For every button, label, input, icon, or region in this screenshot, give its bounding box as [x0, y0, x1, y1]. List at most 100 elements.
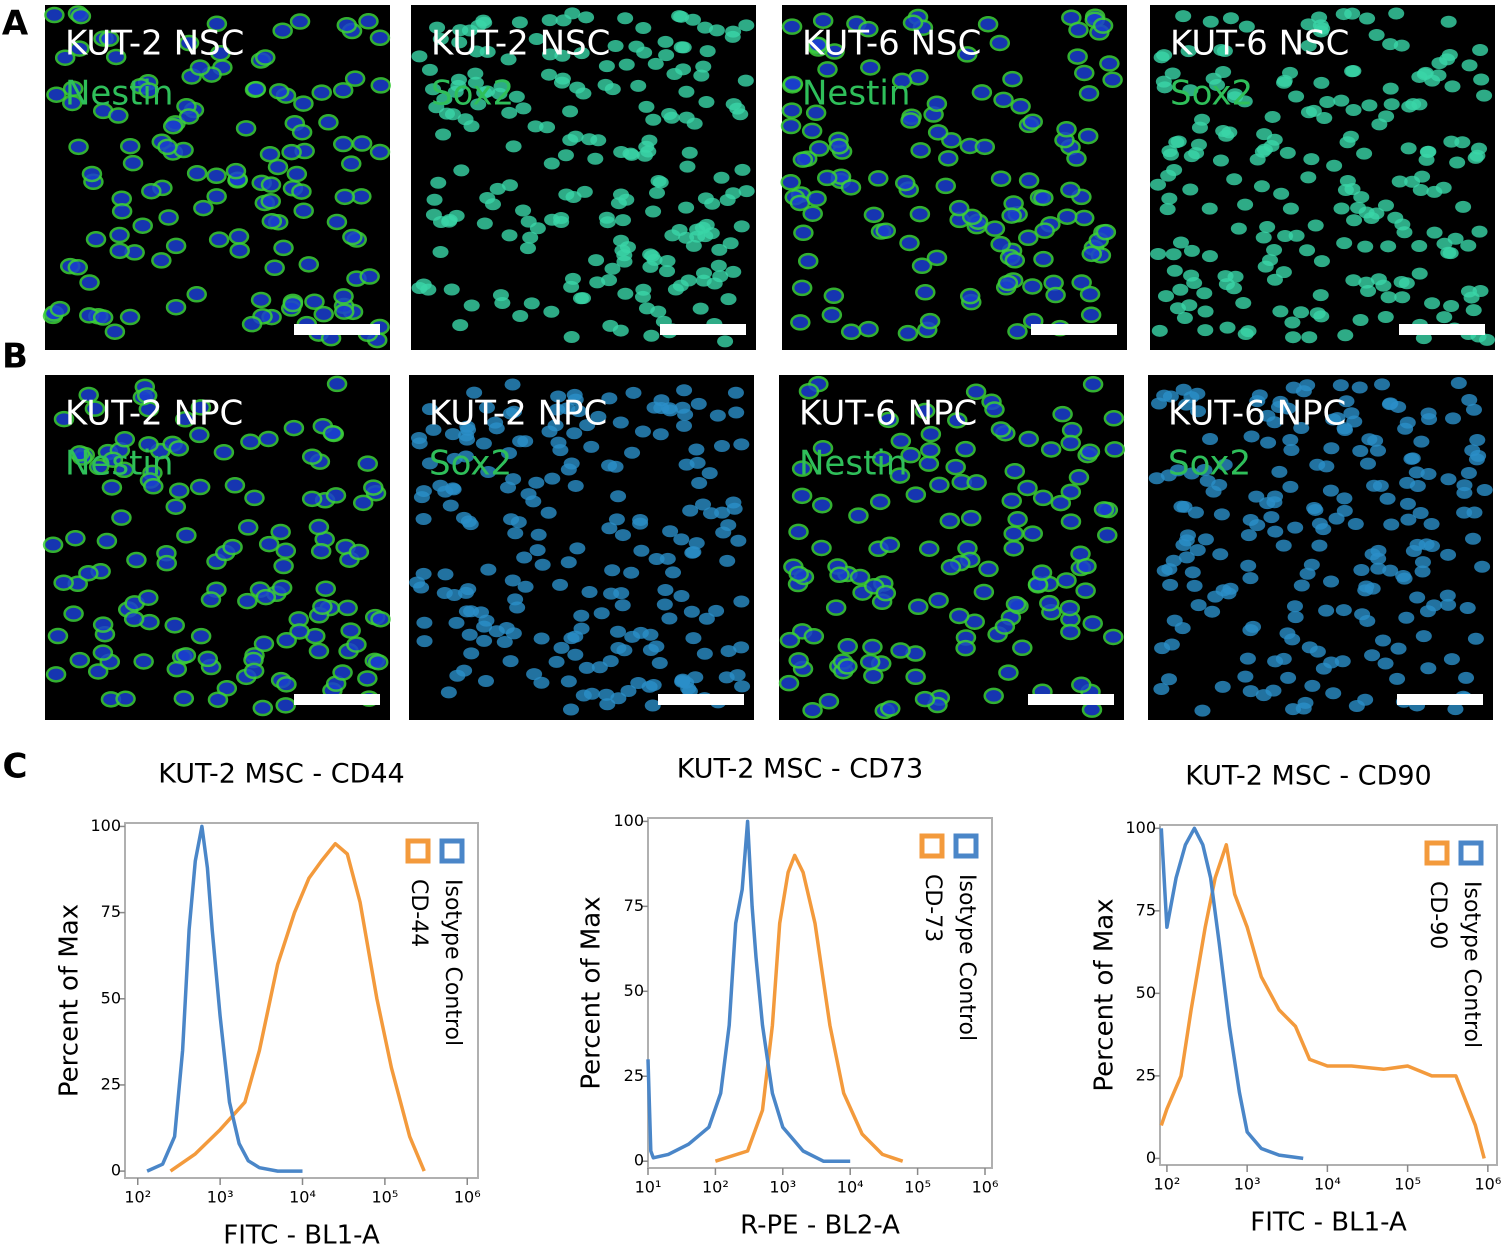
cell	[496, 636, 513, 649]
cell	[517, 580, 534, 593]
cell	[781, 18, 803, 35]
cell	[1039, 594, 1060, 612]
cell	[1018, 430, 1039, 448]
cell	[894, 174, 916, 192]
cell	[733, 595, 750, 608]
cell	[552, 444, 569, 457]
cell	[990, 421, 1012, 438]
cell	[1249, 395, 1266, 408]
y-tick-label: 50	[101, 988, 121, 1007]
cell	[1189, 387, 1206, 400]
cell	[245, 80, 267, 98]
cell	[548, 655, 565, 668]
cell	[1057, 208, 1078, 225]
cell	[49, 300, 71, 318]
cell	[816, 169, 838, 187]
cell	[451, 36, 468, 49]
cell	[1382, 564, 1399, 577]
cell	[643, 329, 660, 342]
cell	[567, 393, 584, 406]
cell	[1018, 229, 1039, 247]
cell	[566, 427, 583, 440]
cell	[530, 528, 547, 541]
cell	[1176, 500, 1193, 513]
cell	[479, 45, 496, 58]
cell	[552, 578, 569, 591]
cell	[1466, 506, 1483, 519]
cell	[466, 386, 483, 399]
cell	[688, 443, 705, 456]
cell	[1335, 604, 1352, 617]
cell	[788, 523, 809, 541]
cell	[684, 13, 701, 26]
cell	[463, 299, 480, 312]
cell	[291, 183, 312, 200]
legend-label: Isotype Control	[1459, 881, 1484, 1048]
cell	[689, 456, 706, 469]
cell	[1414, 565, 1431, 578]
cell	[1172, 236, 1189, 249]
cell	[911, 257, 933, 275]
cell	[1316, 111, 1333, 124]
cell	[78, 386, 99, 404]
cell	[1272, 305, 1289, 318]
cell	[1440, 548, 1457, 561]
cell	[927, 124, 949, 141]
cell	[722, 237, 739, 250]
cell	[1159, 203, 1176, 216]
cell	[608, 513, 625, 526]
cell	[1465, 403, 1482, 416]
marker-label: Sox2	[1170, 74, 1253, 114]
cell	[984, 401, 1005, 418]
cell	[101, 479, 123, 496]
y-tick-label: 0	[634, 1151, 644, 1170]
cell	[1077, 127, 1099, 145]
cell	[1282, 434, 1299, 447]
cell	[1313, 255, 1330, 268]
cell	[1150, 247, 1167, 260]
cell	[644, 699, 661, 712]
y-tick-label: 100	[90, 816, 121, 835]
cell	[869, 493, 891, 511]
cell	[960, 509, 982, 527]
cell	[719, 193, 736, 206]
cell	[806, 190, 827, 207]
x-tick-label: 10⁵	[371, 1188, 398, 1207]
cell	[1333, 202, 1350, 215]
cell	[598, 211, 615, 224]
cell	[1033, 189, 1054, 207]
cell	[1337, 184, 1354, 197]
cell	[1031, 564, 1053, 581]
cell	[1380, 240, 1397, 253]
cell	[260, 192, 281, 210]
cell	[1073, 209, 1095, 227]
cell	[224, 477, 246, 494]
cell	[1377, 199, 1394, 212]
cell	[890, 432, 912, 450]
cell	[448, 209, 465, 222]
cell	[1040, 441, 1062, 458]
cell	[1032, 489, 1054, 507]
cell	[1240, 529, 1257, 542]
cell	[512, 309, 529, 322]
cell	[998, 664, 1019, 681]
cell	[717, 335, 734, 348]
cell	[333, 288, 354, 305]
cell	[1204, 605, 1221, 618]
cell	[143, 478, 164, 495]
cell	[68, 138, 89, 156]
cell	[253, 635, 275, 653]
y-tick-label: 25	[624, 1066, 644, 1085]
cell	[959, 287, 981, 305]
chart-title: KUT-2 MSC - CD90	[1185, 761, 1431, 792]
cell	[818, 693, 840, 710]
cell	[1266, 416, 1283, 429]
cell	[1284, 633, 1301, 646]
cell	[539, 121, 556, 134]
cell	[1165, 248, 1182, 261]
cell	[681, 146, 698, 159]
cell	[318, 114, 339, 131]
cell	[696, 647, 713, 660]
cell	[983, 687, 1004, 705]
cell	[713, 171, 730, 184]
